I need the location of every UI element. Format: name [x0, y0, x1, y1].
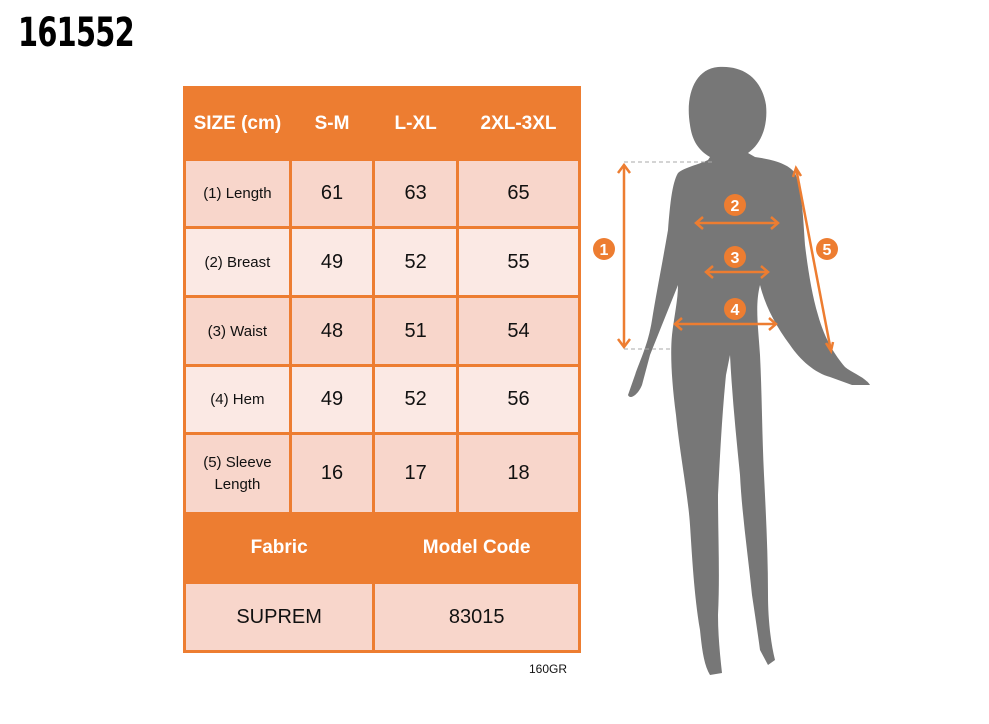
cell: 61	[288, 158, 376, 229]
cell: 52	[372, 364, 460, 435]
product-code: 161552	[18, 10, 135, 56]
cell: 55	[456, 226, 581, 298]
cell: 51	[372, 295, 460, 367]
row-label: (5) Sleeve Length	[183, 432, 292, 515]
cell: 49	[288, 226, 376, 298]
silhouette-shape	[628, 66, 870, 675]
table-row: (3) Waist 48 51 54	[183, 295, 581, 367]
cell: 18	[456, 432, 581, 515]
size-header: L-XL	[372, 86, 460, 161]
model-code-value: 83015	[372, 581, 581, 653]
cell: 54	[456, 295, 581, 367]
size-header: SIZE (cm)	[183, 86, 292, 161]
size-chart-table: SIZE (cm) S-M L-XL 2XL-3XL (1) Length 61…	[182, 86, 581, 653]
fabric-weight: 160GR	[529, 662, 568, 676]
size-header: S-M	[288, 86, 376, 161]
cell: 17	[372, 432, 460, 515]
cell: 63	[372, 158, 460, 229]
row-label: (2) Breast	[183, 226, 292, 298]
fabric-header: Fabric	[182, 512, 376, 584]
table-row: (5) Sleeve Length 16 17 18	[183, 432, 581, 515]
row-label: (3) Waist	[183, 295, 292, 367]
cell: 49	[288, 364, 376, 435]
table-row: (1) Length 61 63 65	[183, 158, 581, 229]
row-label: (4) Hem	[183, 364, 292, 435]
cell: 52	[372, 226, 460, 298]
fabric-header-row: Fabric Model Code	[182, 512, 581, 584]
marker-5: 5	[823, 242, 832, 259]
header-row: SIZE (cm) S-M L-XL 2XL-3XL	[183, 86, 581, 161]
fabric-row: SUPREM 83015	[182, 581, 581, 653]
cell: 65	[456, 158, 581, 229]
marker-4: 4	[731, 302, 740, 319]
marker-1: 1	[600, 242, 609, 259]
fabric-value: SUPREM	[182, 581, 376, 653]
size-header: 2XL-3XL	[456, 86, 581, 161]
table-row: (4) Hem 49 52 56	[183, 364, 581, 435]
table-row: (2) Breast 49 52 55	[183, 226, 581, 298]
model-code-header: Model Code	[372, 512, 581, 584]
cell: 48	[288, 295, 376, 367]
cell: 56	[456, 364, 581, 435]
body-silhouette: 1 2 3 4 5	[593, 66, 870, 675]
marker-2: 2	[731, 198, 740, 215]
marker-3: 3	[731, 250, 740, 267]
row-label: (1) Length	[183, 158, 292, 229]
cell: 16	[288, 432, 376, 515]
